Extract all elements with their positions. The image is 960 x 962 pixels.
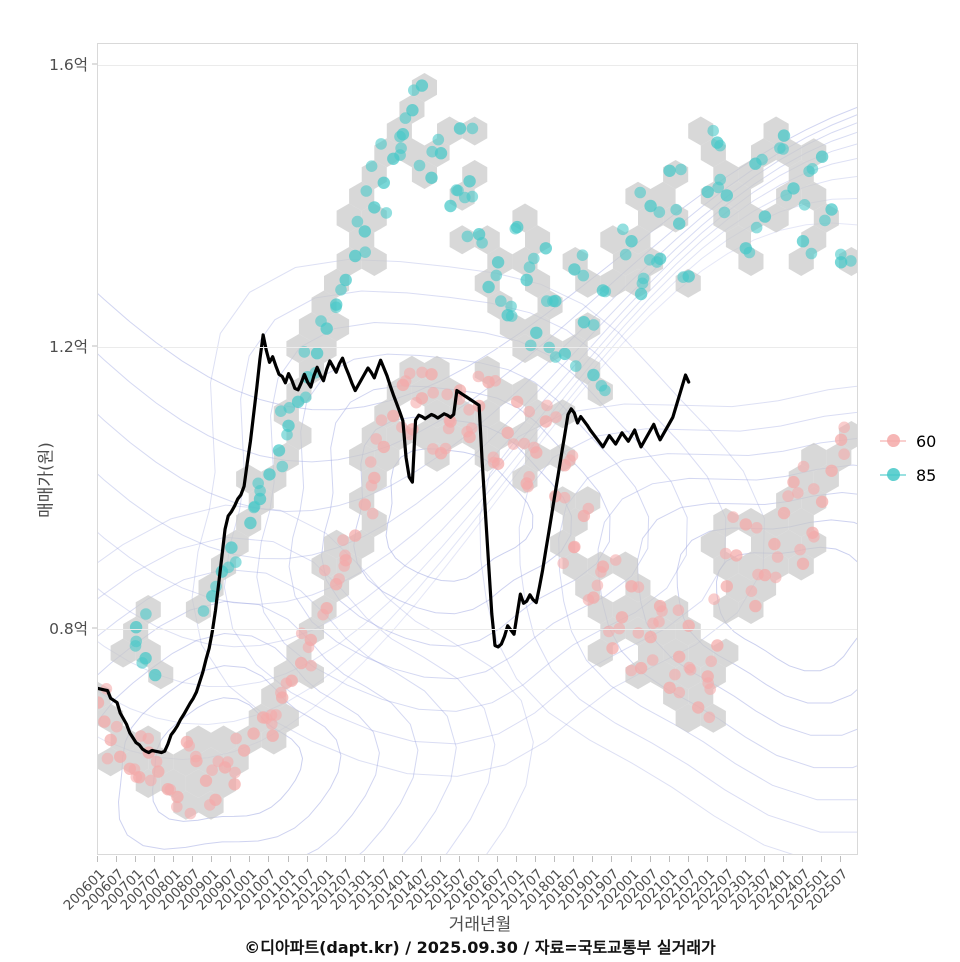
- legend-item-60[interactable]: 60: [880, 424, 958, 458]
- x-axis-tick-mark: [573, 856, 575, 862]
- x-axis-tick-mark: [192, 856, 194, 862]
- gridline: [98, 346, 857, 348]
- x-axis-tick-mark: [763, 856, 765, 862]
- x-axis-tick-mark: [782, 856, 784, 862]
- median-price-line: [98, 333, 691, 755]
- x-axis-tick-mark: [802, 856, 803, 862]
- x-axis-tick-mark: [97, 856, 98, 862]
- x-axis-tick-mark: [230, 856, 232, 862]
- x-axis-tick-mark: [611, 856, 613, 862]
- chart-caption: ©디아파트(dapt.kr) / 2025.09.30 / 자료=국토교통부 실…: [244, 938, 716, 957]
- x-axis-tick-mark: [821, 856, 823, 862]
- legend-label: 60: [916, 431, 937, 451]
- x-axis-tick-mark: [401, 856, 403, 862]
- plot-canvas: [98, 73, 857, 854]
- y-axis-tick-label: 1.2억: [49, 337, 88, 356]
- x-axis-tick-mark: [173, 856, 175, 862]
- x-axis-tick-mark: [211, 856, 213, 862]
- y-axis-tick-mark: [92, 627, 97, 629]
- x-axis-tick-mark: [687, 856, 689, 862]
- scatter-points-60: [98, 366, 850, 820]
- legend: 60 85: [880, 424, 958, 492]
- x-axis-tick-mark: [516, 856, 518, 862]
- plot-panel: [97, 43, 858, 855]
- x-axis-tick-mark: [363, 856, 365, 862]
- x-axis-tick-mark: [840, 856, 842, 862]
- legend-label: 85: [916, 465, 937, 485]
- x-axis-tick-mark: [459, 856, 461, 862]
- x-axis-tick-mark: [478, 856, 480, 862]
- x-axis-tick-mark: [592, 856, 594, 862]
- x-axis-tick-mark: [268, 856, 270, 862]
- x-axis-tick-mark: [420, 856, 422, 862]
- y-axis-tick-mark: [92, 345, 97, 347]
- x-axis-tick-mark: [668, 856, 670, 862]
- x-axis-tick-mark: [706, 856, 708, 862]
- x-axis-tick-mark: [554, 856, 556, 862]
- x-axis-tick-mark: [154, 856, 156, 862]
- x-axis-tick-mark: [439, 856, 441, 862]
- y-axis-tick-label: 1.6억: [49, 56, 88, 75]
- gridline: [98, 628, 857, 630]
- x-axis-tick-mark: [382, 856, 384, 862]
- legend-key-icon: [880, 462, 906, 488]
- hexbin-layer: [98, 73, 857, 820]
- x-axis-tick-mark: [325, 856, 327, 862]
- x-axis-tick-mark: [725, 856, 727, 862]
- x-axis-tick-mark: [630, 856, 632, 862]
- scatter-points-85: [129, 79, 857, 682]
- legend-item-85[interactable]: 85: [880, 458, 958, 492]
- y-axis-tick-group: 0.8억 1.2억 1.6억: [28, 0, 88, 960]
- x-axis-tick-mark: [287, 856, 289, 862]
- x-axis-tick-mark: [497, 856, 499, 862]
- x-axis-tick-mark: [649, 856, 651, 862]
- x-axis-tick-mark: [116, 856, 118, 862]
- y-axis-tick-label: 0.8억: [49, 619, 88, 638]
- x-axis-tick-mark: [535, 856, 537, 862]
- legend-key-icon: [880, 428, 906, 454]
- x-axis-tick-mark: [744, 856, 746, 862]
- y-axis-tick-mark: [92, 63, 97, 65]
- gridline: [98, 65, 857, 67]
- x-axis-tick-mark: [344, 856, 346, 862]
- x-axis-tick-mark: [249, 856, 251, 862]
- x-axis-title: 거래년월: [448, 915, 512, 935]
- x-axis-tick-mark: [135, 856, 137, 862]
- x-axis-tick-mark: [306, 856, 308, 862]
